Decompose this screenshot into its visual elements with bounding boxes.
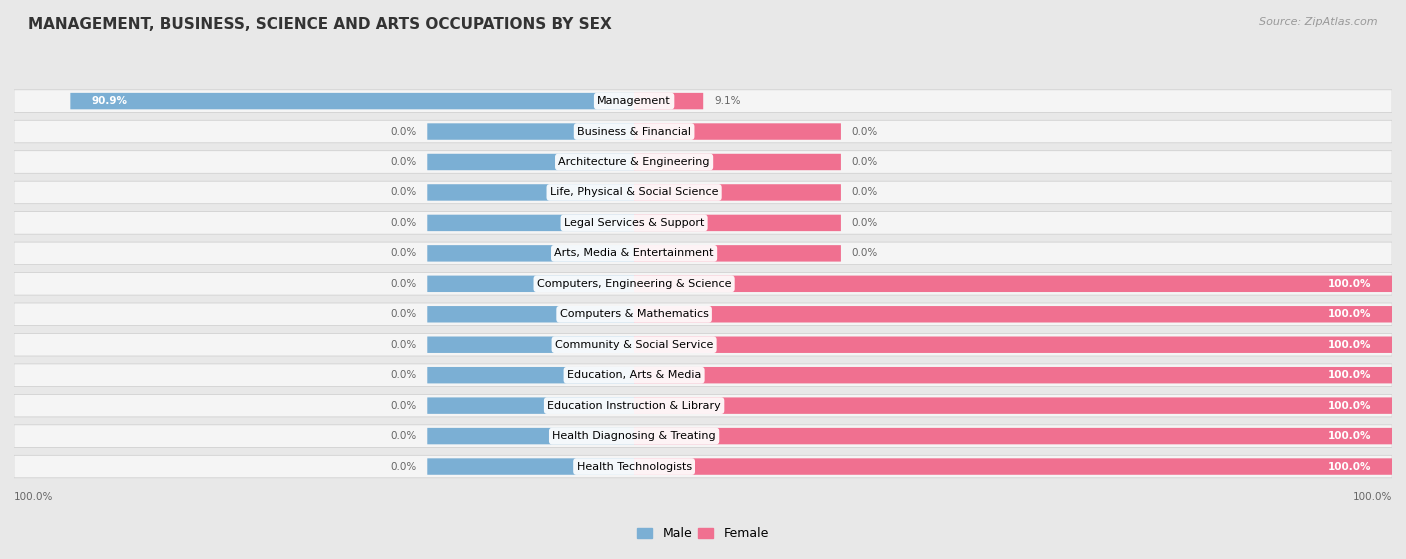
FancyBboxPatch shape bbox=[14, 181, 1392, 203]
Text: 0.0%: 0.0% bbox=[389, 370, 416, 380]
Text: 100.0%: 100.0% bbox=[1353, 492, 1392, 502]
FancyBboxPatch shape bbox=[634, 245, 841, 262]
Text: 0.0%: 0.0% bbox=[389, 157, 416, 167]
Text: 100.0%: 100.0% bbox=[1327, 340, 1371, 350]
Text: Life, Physical & Social Science: Life, Physical & Social Science bbox=[550, 187, 718, 197]
Text: 90.9%: 90.9% bbox=[91, 96, 127, 106]
FancyBboxPatch shape bbox=[427, 276, 634, 292]
Text: Architecture & Engineering: Architecture & Engineering bbox=[558, 157, 710, 167]
FancyBboxPatch shape bbox=[427, 458, 634, 475]
Text: 0.0%: 0.0% bbox=[389, 462, 416, 472]
FancyBboxPatch shape bbox=[14, 303, 1392, 325]
Text: Business & Financial: Business & Financial bbox=[576, 126, 692, 136]
FancyBboxPatch shape bbox=[634, 397, 1392, 414]
FancyBboxPatch shape bbox=[427, 215, 634, 231]
Legend: Male, Female: Male, Female bbox=[633, 523, 773, 546]
Text: Health Technologists: Health Technologists bbox=[576, 462, 692, 472]
Text: 0.0%: 0.0% bbox=[389, 340, 416, 350]
FancyBboxPatch shape bbox=[634, 337, 1392, 353]
Text: 0.0%: 0.0% bbox=[389, 279, 416, 289]
Text: 100.0%: 100.0% bbox=[14, 492, 53, 502]
FancyBboxPatch shape bbox=[634, 428, 1392, 444]
Text: Education Instruction & Library: Education Instruction & Library bbox=[547, 401, 721, 411]
FancyBboxPatch shape bbox=[427, 184, 634, 201]
Text: Health Diagnosing & Treating: Health Diagnosing & Treating bbox=[553, 431, 716, 441]
FancyBboxPatch shape bbox=[634, 276, 1392, 292]
FancyBboxPatch shape bbox=[634, 93, 703, 110]
Text: 0.0%: 0.0% bbox=[852, 126, 879, 136]
FancyBboxPatch shape bbox=[427, 428, 634, 444]
FancyBboxPatch shape bbox=[14, 364, 1392, 386]
FancyBboxPatch shape bbox=[634, 458, 1392, 475]
FancyBboxPatch shape bbox=[14, 455, 1392, 478]
FancyBboxPatch shape bbox=[14, 425, 1392, 447]
FancyBboxPatch shape bbox=[427, 245, 634, 262]
Text: Management: Management bbox=[598, 96, 671, 106]
Text: Education, Arts & Media: Education, Arts & Media bbox=[567, 370, 702, 380]
Text: 0.0%: 0.0% bbox=[389, 218, 416, 228]
FancyBboxPatch shape bbox=[14, 120, 1392, 143]
Text: 100.0%: 100.0% bbox=[1327, 279, 1371, 289]
Text: 9.1%: 9.1% bbox=[714, 96, 741, 106]
Text: Source: ZipAtlas.com: Source: ZipAtlas.com bbox=[1260, 17, 1378, 27]
FancyBboxPatch shape bbox=[70, 93, 634, 110]
FancyBboxPatch shape bbox=[634, 124, 841, 140]
FancyBboxPatch shape bbox=[634, 184, 841, 201]
Text: 100.0%: 100.0% bbox=[1327, 370, 1371, 380]
Text: 0.0%: 0.0% bbox=[852, 187, 879, 197]
Text: Computers, Engineering & Science: Computers, Engineering & Science bbox=[537, 279, 731, 289]
Text: 0.0%: 0.0% bbox=[389, 309, 416, 319]
FancyBboxPatch shape bbox=[427, 124, 634, 140]
Text: Community & Social Service: Community & Social Service bbox=[555, 340, 713, 350]
Text: 0.0%: 0.0% bbox=[852, 248, 879, 258]
Text: 0.0%: 0.0% bbox=[852, 218, 879, 228]
Text: 0.0%: 0.0% bbox=[389, 431, 416, 441]
Text: 100.0%: 100.0% bbox=[1327, 401, 1371, 411]
Text: 100.0%: 100.0% bbox=[1327, 309, 1371, 319]
FancyBboxPatch shape bbox=[14, 212, 1392, 234]
FancyBboxPatch shape bbox=[427, 306, 634, 323]
Text: 100.0%: 100.0% bbox=[1327, 431, 1371, 441]
FancyBboxPatch shape bbox=[14, 394, 1392, 417]
Text: 0.0%: 0.0% bbox=[389, 187, 416, 197]
Text: 0.0%: 0.0% bbox=[852, 157, 879, 167]
FancyBboxPatch shape bbox=[427, 397, 634, 414]
FancyBboxPatch shape bbox=[14, 273, 1392, 295]
FancyBboxPatch shape bbox=[14, 334, 1392, 356]
FancyBboxPatch shape bbox=[427, 367, 634, 383]
FancyBboxPatch shape bbox=[427, 337, 634, 353]
FancyBboxPatch shape bbox=[427, 154, 634, 170]
Text: Arts, Media & Entertainment: Arts, Media & Entertainment bbox=[554, 248, 714, 258]
Text: 0.0%: 0.0% bbox=[389, 401, 416, 411]
FancyBboxPatch shape bbox=[634, 367, 1392, 383]
FancyBboxPatch shape bbox=[634, 306, 1392, 323]
Text: Computers & Mathematics: Computers & Mathematics bbox=[560, 309, 709, 319]
FancyBboxPatch shape bbox=[14, 242, 1392, 264]
Text: 100.0%: 100.0% bbox=[1327, 462, 1371, 472]
FancyBboxPatch shape bbox=[14, 90, 1392, 112]
Text: 0.0%: 0.0% bbox=[389, 126, 416, 136]
FancyBboxPatch shape bbox=[634, 154, 841, 170]
FancyBboxPatch shape bbox=[634, 215, 841, 231]
Text: Legal Services & Support: Legal Services & Support bbox=[564, 218, 704, 228]
FancyBboxPatch shape bbox=[14, 151, 1392, 173]
Text: MANAGEMENT, BUSINESS, SCIENCE AND ARTS OCCUPATIONS BY SEX: MANAGEMENT, BUSINESS, SCIENCE AND ARTS O… bbox=[28, 17, 612, 32]
Text: 0.0%: 0.0% bbox=[389, 248, 416, 258]
